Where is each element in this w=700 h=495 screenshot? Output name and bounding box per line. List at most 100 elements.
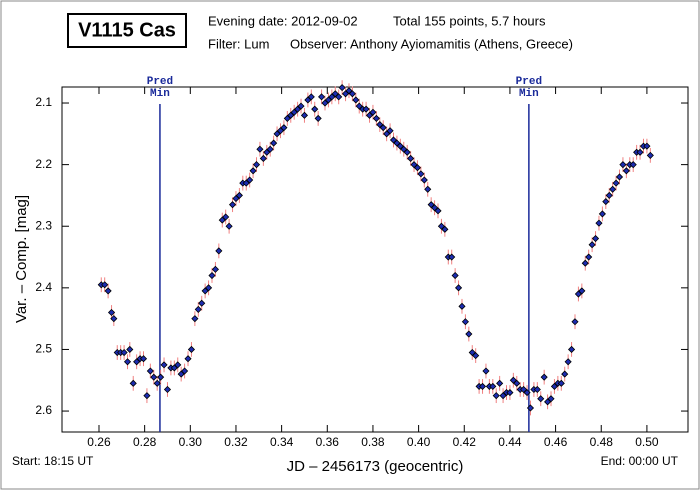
x-tick-label: 0.26 [87,435,111,449]
data-point [259,154,267,163]
data-point [246,176,254,184]
data-point [537,395,545,403]
data-point [605,191,613,199]
data-point [568,345,576,354]
data-point [564,358,572,366]
x-tick-label: 0.40 [407,435,431,449]
data-point [602,198,610,206]
data-point [615,173,624,181]
x-axis-label: JD – 2456173 (geocentric) [287,458,464,475]
data-point [581,259,589,267]
chart-title: V1115 Cas [78,19,176,41]
data-point [420,176,428,184]
data-point [228,201,237,209]
data-point [465,330,473,338]
data-point [540,373,548,381]
x-tick-label: 0.38 [361,435,385,449]
data-point [181,367,189,375]
data-point [208,271,216,280]
data-point [619,161,627,169]
end-label: End: 00:00 UT [601,454,679,468]
y-tick-label: 2.1 [35,95,52,109]
data-point [482,367,490,375]
data-point [622,167,630,175]
data-point [348,90,356,98]
y-tick-label: 2.4 [35,280,52,294]
data-point [194,305,202,313]
data-point [557,379,565,387]
data-point [256,145,264,153]
data-point [448,253,456,261]
plot-frame [61,86,689,433]
data-point [129,379,137,387]
data-point [585,253,593,261]
data-point [297,102,305,110]
x-tick-label: 0.30 [179,435,203,449]
data-point [403,148,411,156]
data-point [123,358,132,366]
info: Evening date: 2012-09-02 [208,13,358,28]
data-point [523,389,531,397]
info: Observer: Anthony Ayiomamitis (Athens, G… [290,36,573,51]
data-point [314,114,322,122]
data-point [307,93,315,101]
data-point [643,142,651,150]
data-point [595,219,603,227]
x-tick-label: 0.42 [453,435,477,449]
data-point [249,167,257,175]
data-point [561,370,569,378]
data-point [160,361,168,369]
data-point [478,382,487,390]
data-point [458,302,466,310]
data-point [187,345,196,354]
y-tick-label: 2.5 [35,342,52,356]
data-point [191,315,199,323]
data-point [362,105,370,113]
data-point [646,151,654,159]
info: Filter: Lum [208,36,269,51]
x-tick-label: 0.46 [544,435,568,449]
y-axis-label: Var. – Comp. [mag] [13,195,30,323]
pred-min-label: Min [150,88,170,100]
data-point [413,164,422,172]
x-tick-label: 0.48 [590,435,614,449]
data-point [252,161,261,169]
data-point [153,379,161,387]
data-point [547,395,555,403]
data-point [496,379,504,387]
pred-min-label: Pred [516,76,542,88]
data-point [461,318,469,326]
data-point [472,352,480,360]
data-point [318,93,326,101]
data-point [311,105,319,113]
data-point [424,185,432,193]
x-tick-label: 0.44 [498,435,522,449]
data-point [110,315,118,323]
data-point [101,281,109,289]
data-point [205,284,213,292]
data-point [526,404,535,412]
data-point [609,185,617,193]
x-tick-label: 0.34 [270,435,294,449]
data-point [120,348,128,357]
data-point [126,345,134,354]
data-point [571,318,579,326]
data-point [506,389,514,397]
data-point [533,385,541,394]
data-point [150,373,158,381]
data-point [578,287,586,295]
data-point [612,179,620,187]
data-point [379,124,387,132]
data-point [441,225,449,233]
data-point [174,361,182,369]
data-point [338,84,346,92]
x-tick-label: 0.50 [635,435,659,449]
start-label: Start: 18:15 UT [12,454,94,468]
y-tick-label: 2.2 [35,157,52,171]
data-point [270,139,278,147]
data-point [513,379,521,387]
data-point [335,93,343,101]
data-point [588,241,596,249]
data-point [184,355,192,363]
